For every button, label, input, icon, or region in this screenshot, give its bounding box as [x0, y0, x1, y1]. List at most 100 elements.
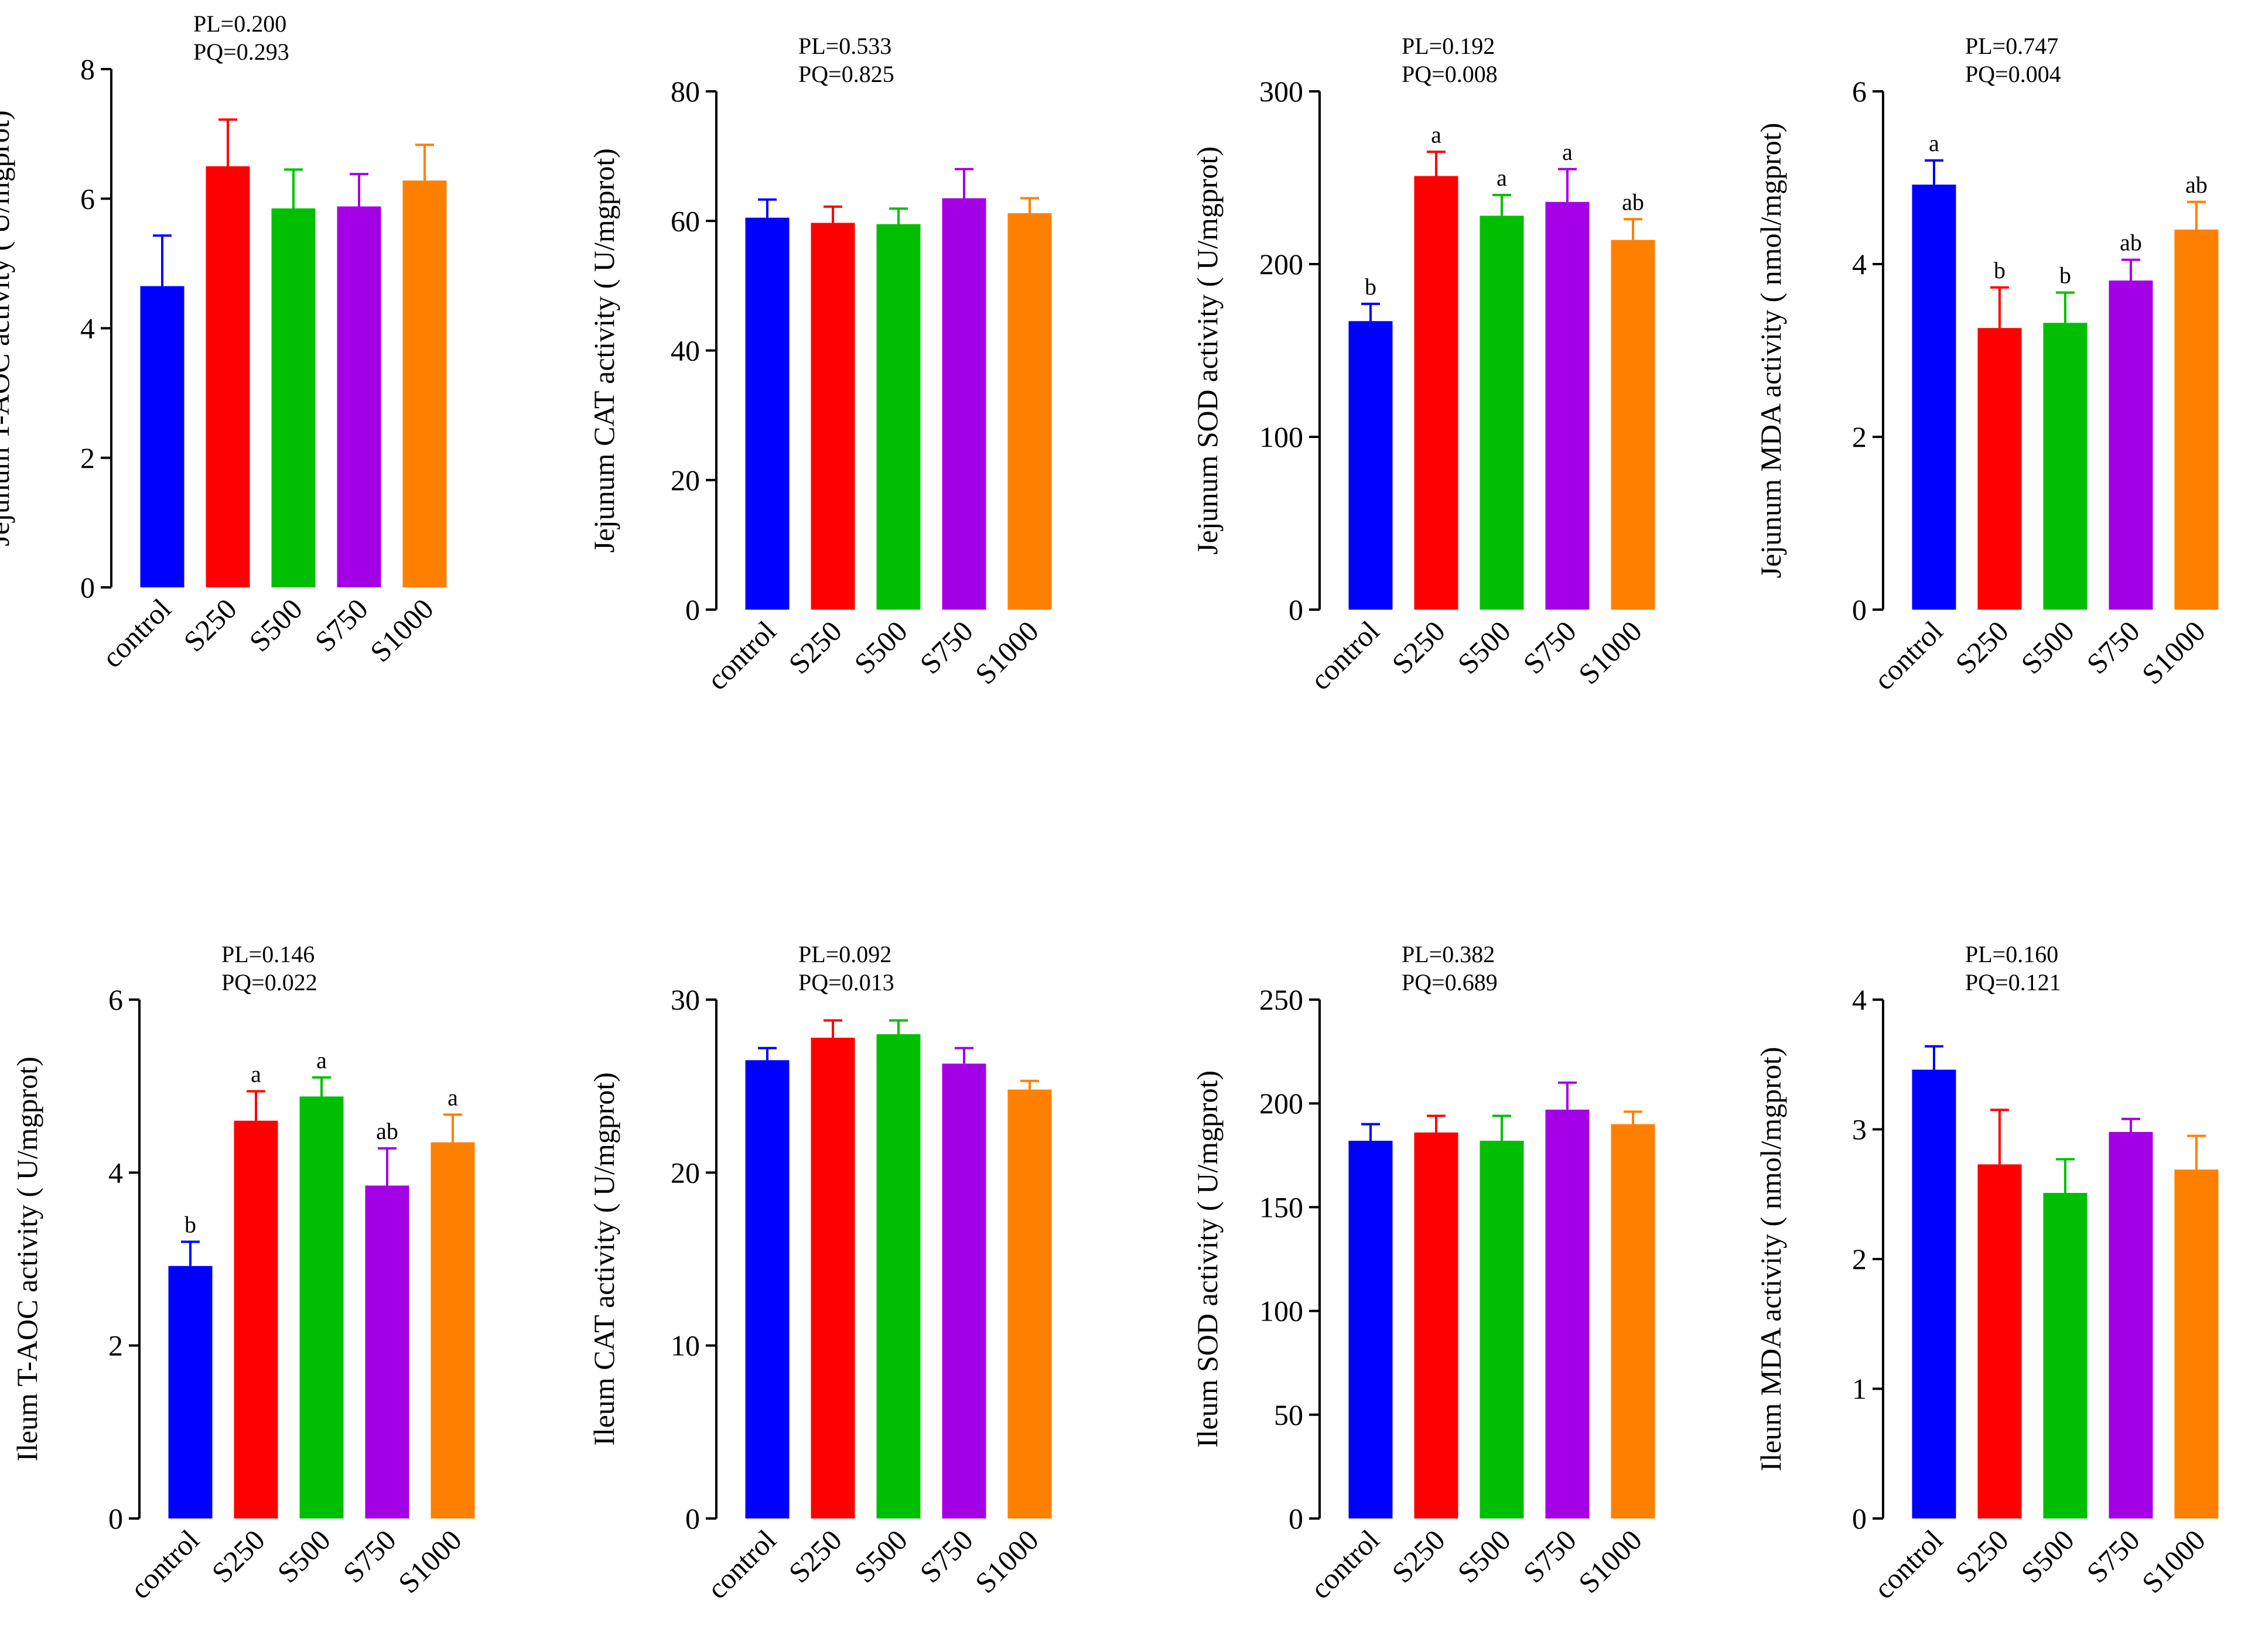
x-category-label: S500 [271, 1523, 336, 1589]
y-tick-label: 4 [108, 1156, 123, 1189]
y-tick-label: 250 [1259, 983, 1303, 1016]
stat-pq: PQ=0.022 [221, 969, 317, 996]
x-category-label: S750 [2080, 614, 2145, 680]
x-category-label: control [701, 1523, 783, 1605]
x-category-label: S500 [242, 592, 308, 658]
y-tick-label: 3 [1852, 1113, 1867, 1146]
bar-control [140, 286, 184, 587]
bar-s750 [942, 1063, 986, 1518]
y-tick-label: 6 [1852, 75, 1867, 108]
x-category-label: S250 [1949, 614, 2014, 680]
x-category-label: S750 [2080, 1523, 2145, 1589]
significance-label: a [251, 1061, 261, 1087]
x-category-label: control [1304, 1523, 1386, 1605]
x-category-label: S250 [782, 1523, 848, 1589]
x-category-label: S1000 [1572, 1523, 1648, 1599]
x-category-label: S750 [913, 1523, 979, 1589]
y-tick-label: 50 [1274, 1398, 1303, 1431]
x-category-label: S750 [308, 592, 374, 658]
significance-label: b [184, 1211, 196, 1237]
y-tick-label: 4 [1852, 983, 1867, 1016]
significance-label: a [1929, 130, 1939, 156]
x-category-label: S250 [177, 592, 242, 658]
y-tick-label: 6 [108, 983, 123, 1016]
x-category-label: control [95, 592, 177, 674]
bar-s1000 [1611, 240, 1655, 610]
bar-s1000 [2174, 230, 2219, 610]
significance-label: a [316, 1047, 327, 1073]
y-tick-label: 20 [671, 1156, 700, 1189]
y-tick-label: 20 [671, 464, 700, 497]
x-category-label: control [701, 614, 783, 696]
stat-pq: PQ=0.293 [193, 39, 289, 65]
y-tick-label: 0 [685, 593, 700, 626]
bar-s1000 [2174, 1169, 2219, 1518]
bar-s750 [2109, 1131, 2153, 1518]
x-category-label: control [1867, 1523, 1949, 1605]
bar-s1000 [1611, 1124, 1655, 1518]
x-category-label: S1000 [2136, 1523, 2212, 1599]
bar-s250 [811, 223, 855, 610]
y-tick-label: 0 [1852, 1502, 1867, 1535]
bar-s500 [2043, 323, 2087, 610]
stat-pq: PQ=0.008 [1402, 61, 1498, 87]
x-category-label: S250 [1949, 1523, 2014, 1589]
y-tick-label: 0 [1852, 593, 1867, 626]
x-category-label: S500 [1451, 1523, 1516, 1589]
significance-label: a [1496, 165, 1507, 191]
bar-s500 [876, 1034, 921, 1518]
bar-control [1912, 1069, 1956, 1518]
y-tick-label: 2 [80, 442, 95, 474]
bar-s1000 [1007, 1089, 1052, 1518]
x-category-label: S250 [205, 1523, 271, 1589]
significance-label: b [1365, 273, 1376, 300]
significance-label: a [447, 1084, 458, 1110]
y-tick-label: 10 [671, 1329, 700, 1362]
y-tick-label: 4 [1852, 248, 1867, 281]
significance-label: b [1994, 257, 2005, 283]
y-tick-label: 4 [80, 312, 95, 345]
x-category-label: control [1304, 614, 1386, 696]
bar-s750 [1545, 1109, 1590, 1518]
y-tick-label: 2 [108, 1329, 123, 1362]
significance-label: b [2059, 262, 2071, 289]
bar-s500 [1480, 216, 1524, 610]
bar-control [168, 1265, 213, 1518]
y-axis-label: Jejunum CAT activity ( U/mgprot) [587, 148, 620, 553]
bar-s500 [876, 224, 921, 610]
y-tick-label: 0 [685, 1502, 700, 1535]
x-category-label: S1000 [969, 1523, 1045, 1599]
significance-label: a [1562, 139, 1573, 165]
bar-s250 [1977, 1164, 2022, 1518]
bar-s500 [2043, 1193, 2087, 1518]
bar-s500 [1480, 1140, 1524, 1518]
x-category-label: S1000 [1572, 614, 1648, 690]
y-tick-label: 30 [671, 983, 700, 1016]
y-tick-label: 0 [1289, 1502, 1303, 1535]
x-category-label: S750 [1516, 614, 1582, 680]
bar-s250 [1414, 1132, 1458, 1518]
stat-pq: PQ=0.004 [1965, 61, 2061, 87]
y-axis-label: Ileum CAT activity ( U/mgprot) [587, 1072, 620, 1446]
y-tick-label: 60 [671, 204, 700, 237]
x-category-label: S750 [336, 1523, 402, 1589]
x-category-label: S250 [782, 614, 848, 680]
x-category-label: S1000 [969, 614, 1045, 690]
x-category-label: control [1867, 614, 1949, 696]
bar-s250 [1414, 176, 1458, 610]
stat-pl: PL=0.747 [1965, 33, 2058, 59]
stat-pl: PL=0.533 [798, 33, 891, 59]
significance-label: ab [2185, 172, 2208, 198]
y-tick-label: 6 [80, 182, 95, 215]
bar-control [1348, 321, 1393, 610]
bar-s250 [234, 1120, 278, 1518]
significance-label: ab [1622, 189, 1644, 215]
y-axis-label: Ileum T-AOC activity ( U/mgprot) [11, 1056, 43, 1462]
bar-s1000 [1007, 213, 1052, 610]
y-axis-label: Ileum SOD activity ( U/mgprot) [1191, 1070, 1224, 1448]
x-category-label: S500 [2014, 614, 2080, 680]
